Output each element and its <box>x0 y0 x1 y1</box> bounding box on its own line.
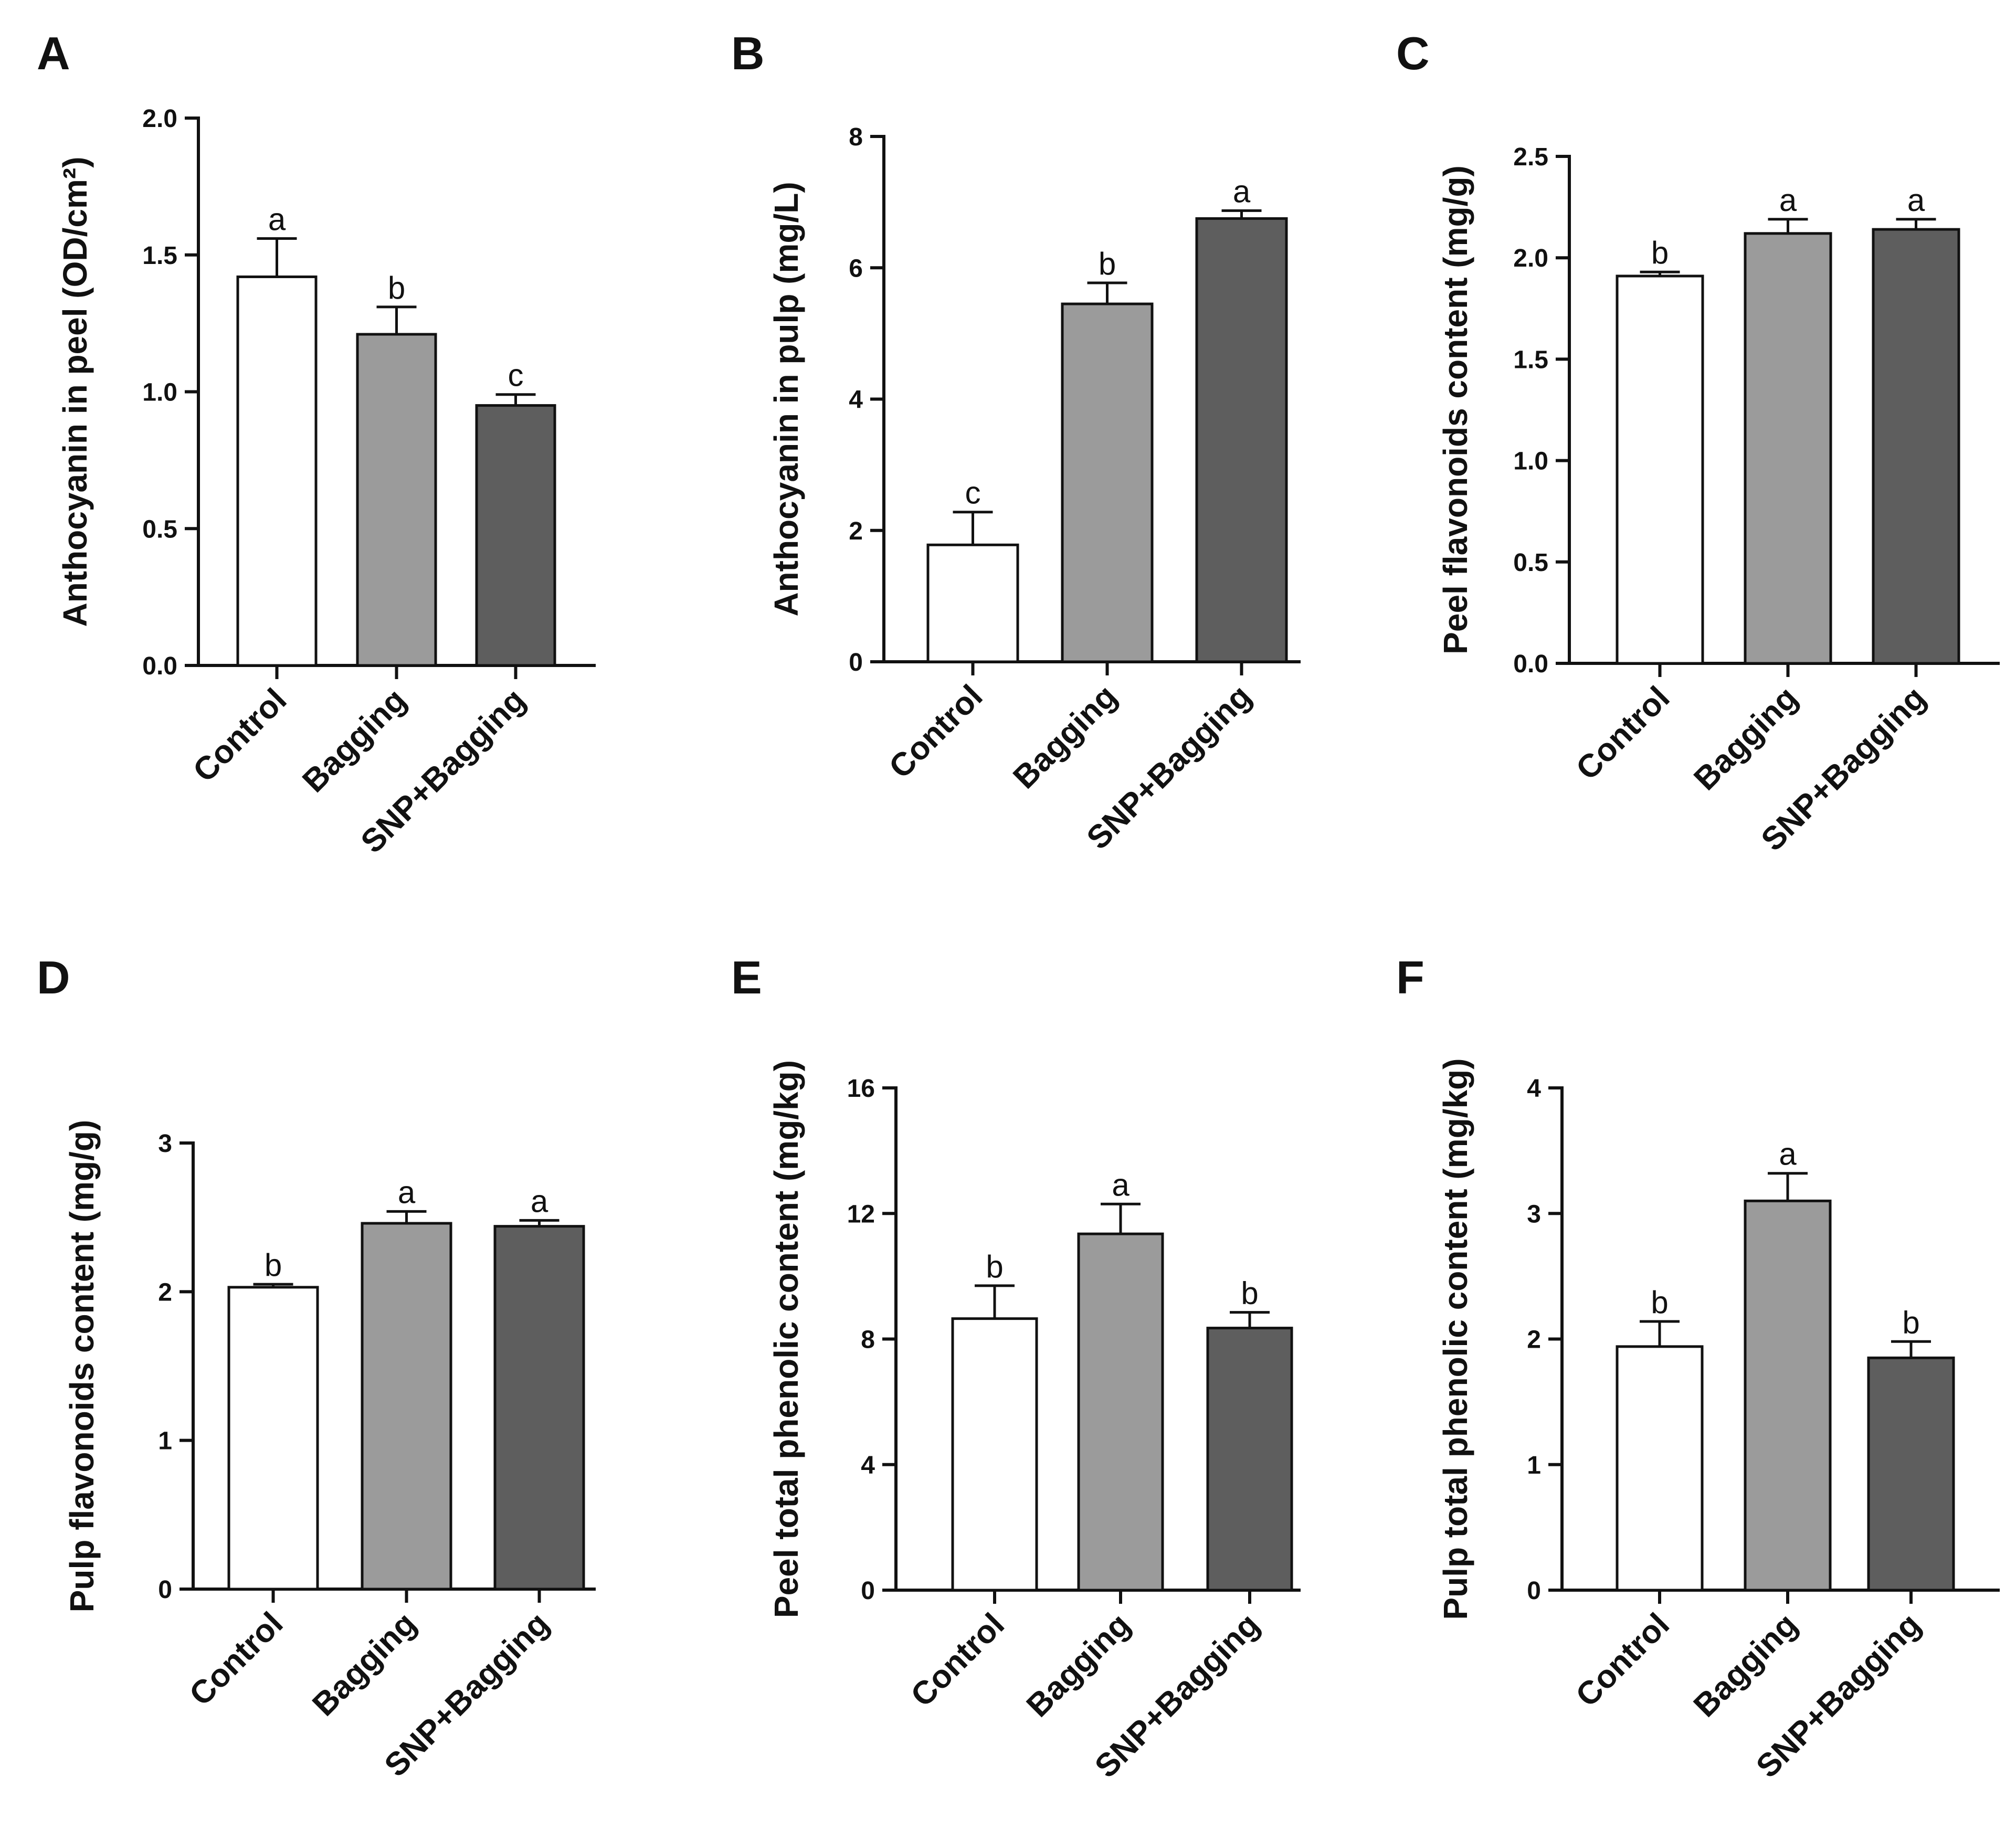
significance-label-a-2: c <box>508 358 524 393</box>
significance-label-b-2: a <box>1233 174 1251 209</box>
y-axis-label-c: Peel flavonoids content (mg/g) <box>1437 165 1474 654</box>
bar-c-1 <box>1744 232 1832 665</box>
category-label-c-1: Bagging <box>1687 680 1804 797</box>
y-tick-label-f-2: 2 <box>1527 1326 1541 1354</box>
panel-letter-d: D <box>37 951 70 1003</box>
significance-label-d-1: a <box>398 1175 416 1210</box>
bar-d-1 <box>361 1222 452 1591</box>
chart-panel-c: C Peel flavonoids content (mg/g) 0.0 0.5 1.0… <box>1396 27 2000 858</box>
chart-panel-b: B Anthocyanin in pulp (mg/L) 0 2 4 6 8 c Control… <box>731 27 1301 856</box>
bar-b-0 <box>926 543 1019 663</box>
y-tick-label-c-1: 0.5 <box>1513 549 1548 577</box>
bar-b-2 <box>1195 217 1288 663</box>
category-label-d-0: Control <box>183 1605 290 1713</box>
category-label-b-0: Control <box>882 678 990 786</box>
y-tick-label-e-0: 0 <box>861 1577 875 1605</box>
bar-d-0 <box>227 1286 319 1591</box>
bar-b-1 <box>1061 302 1154 663</box>
bar-a-1 <box>356 333 437 667</box>
bar-e-2 <box>1206 1327 1293 1592</box>
chart-panel-a: A Anthocyanin in peel (OD/cm²) 0.0 0.5 1.0 1.… <box>37 27 596 860</box>
significance-label-c-1: a <box>1779 183 1797 218</box>
y-tick-label-c-3: 1.5 <box>1513 346 1548 374</box>
category-label-a-0: Control <box>186 682 294 789</box>
y-tick-label-a-0: 0.0 <box>142 652 177 680</box>
y-tick-label-b-4: 8 <box>849 123 863 151</box>
y-tick-label-c-0: 0.0 <box>1513 650 1548 678</box>
bar-f-1 <box>1744 1199 1832 1592</box>
category-label-a-1: Bagging <box>295 682 413 799</box>
y-tick-label-d-2: 2 <box>158 1278 172 1306</box>
significance-label-a-0: a <box>268 202 286 237</box>
y-tick-label-b-3: 6 <box>849 255 863 282</box>
significance-label-f-1: a <box>1779 1137 1797 1172</box>
bar-d-2 <box>493 1225 585 1591</box>
y-tick-label-a-1: 0.5 <box>142 515 177 543</box>
chart-panel-f: F Pulp total phenolic content (mg/kg) 0 1 2 3… <box>1396 951 2000 1785</box>
significance-label-e-2: b <box>1241 1276 1258 1311</box>
panel-letter-b: B <box>731 27 765 79</box>
significance-label-b-0: c <box>965 475 981 511</box>
bar-e-0 <box>951 1317 1038 1592</box>
category-label-e-1: Bagging <box>1020 1606 1137 1724</box>
y-tick-label-f-4: 4 <box>1527 1075 1541 1103</box>
y-tick-label-f-0: 0 <box>1527 1577 1541 1605</box>
y-tick-label-a-4: 2.0 <box>142 105 177 133</box>
panel-letter-a: A <box>37 27 70 79</box>
significance-label-c-0: b <box>1651 235 1669 270</box>
y-tick-label-d-3: 3 <box>158 1130 172 1158</box>
panel-letter-e: E <box>731 951 762 1003</box>
bar-f-2 <box>1867 1356 1955 1592</box>
y-tick-label-d-1: 1 <box>158 1427 172 1455</box>
significance-label-f-2: b <box>1902 1305 1919 1340</box>
significance-label-e-1: a <box>1112 1167 1130 1202</box>
category-label-c-0: Control <box>1569 680 1677 787</box>
bar-a-2 <box>475 404 556 667</box>
y-tick-label-e-1: 4 <box>861 1452 875 1479</box>
y-axis-label-e: Peel total phenolic content (mg/kg) <box>767 1060 805 1618</box>
significance-label-d-2: a <box>531 1183 548 1219</box>
y-axis-label-b: Anthocyanin in pulp (mg/L) <box>767 182 805 616</box>
category-label-f-0: Control <box>1569 1606 1676 1714</box>
y-tick-label-e-2: 8 <box>861 1326 875 1354</box>
bar-e-1 <box>1077 1232 1164 1592</box>
y-tick-label-b-1: 2 <box>849 517 863 545</box>
y-tick-label-a-3: 1.5 <box>142 242 177 270</box>
y-tick-label-b-0: 0 <box>849 649 863 676</box>
y-tick-label-d-0: 0 <box>158 1576 172 1604</box>
significance-label-b-1: b <box>1099 246 1116 281</box>
significance-label-e-0: b <box>986 1249 1003 1284</box>
y-tick-label-e-3: 12 <box>847 1200 875 1228</box>
bar-c-2 <box>1872 228 1960 665</box>
y-tick-label-f-3: 3 <box>1527 1200 1541 1228</box>
category-label-b-1: Bagging <box>1006 678 1124 796</box>
category-label-e-0: Control <box>904 1606 1011 1714</box>
bar-a-0 <box>236 275 318 667</box>
bar-c-0 <box>1616 274 1704 665</box>
y-axis-label-a: Anthocyanin in peel (OD/cm²) <box>56 156 94 627</box>
panel-letter-f: F <box>1396 951 1424 1003</box>
y-tick-label-c-4: 2.0 <box>1513 245 1548 272</box>
y-tick-label-c-5: 2.5 <box>1513 143 1548 171</box>
y-tick-label-b-2: 4 <box>849 386 863 414</box>
panel-letter-c: C <box>1396 27 1430 79</box>
y-tick-label-f-1: 1 <box>1527 1452 1541 1479</box>
category-label-d-1: Bagging <box>305 1605 423 1723</box>
y-axis-label-d: Pulp flavonoids content (mg/g) <box>63 1120 101 1613</box>
category-label-f-1: Bagging <box>1687 1606 1804 1724</box>
chart-panel-d: D Pulp flavonoids content (mg/g) 0 1 2 3 b Cont… <box>37 951 596 1784</box>
y-tick-label-a-2: 1.0 <box>142 379 177 407</box>
significance-label-d-0: b <box>265 1247 282 1283</box>
y-axis-label-f: Pulp total phenolic content (mg/kg) <box>1437 1058 1474 1620</box>
y-tick-label-e-4: 16 <box>847 1075 875 1103</box>
y-tick-label-c-2: 1.0 <box>1513 448 1548 475</box>
significance-label-a-1: b <box>388 270 405 305</box>
significance-label-f-0: b <box>1651 1285 1668 1320</box>
significance-label-c-2: a <box>1907 183 1925 218</box>
bar-f-0 <box>1616 1345 1704 1592</box>
chart-panel-e: E Peel total phenolic content (mg/kg) 0 4 8 1… <box>731 951 1301 1785</box>
